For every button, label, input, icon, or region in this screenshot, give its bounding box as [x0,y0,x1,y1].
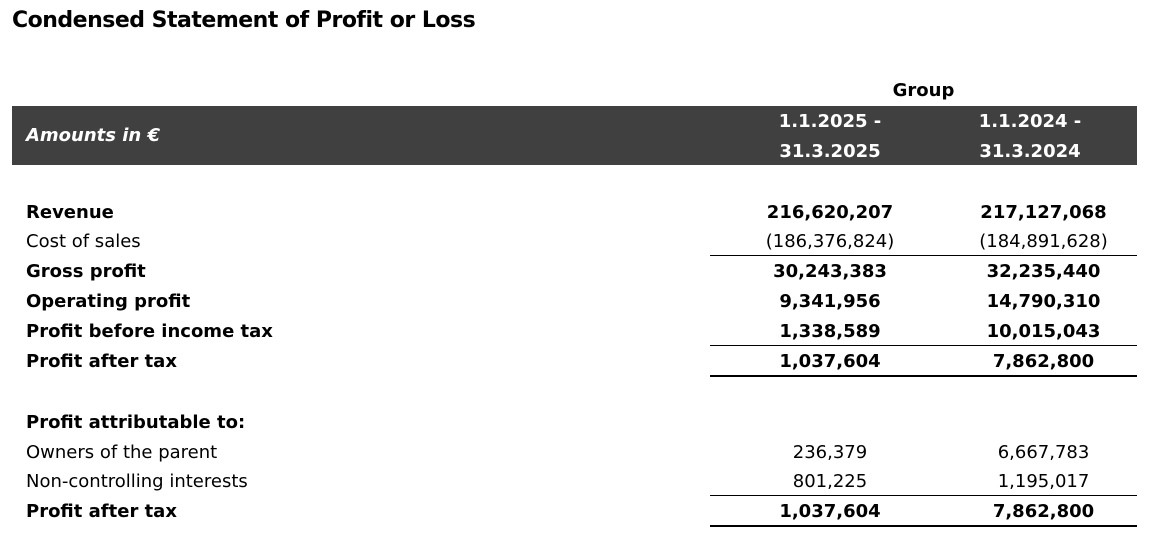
row-cost-of-sales: Cost of sales (186,376,824) (184,891,628… [0,227,1167,257]
value-2025: 236,379 [792,442,868,463]
row-label: Cost of sales [26,231,141,252]
attribution-heading: Profit attributable to: [26,412,246,433]
row-owners-of-parent: Owners of the parent 236,379 6,667,783 [0,438,1167,468]
row-label: Profit after tax [26,501,177,522]
row-label: Revenue [26,202,114,223]
value-2024: (184,891,628) [979,231,1108,252]
period-2025-line2: 31.3.2025 [779,141,881,162]
row-profit-after-tax: Profit after tax 1,037,604 7,862,800 [0,347,1167,377]
value-2025: 9,341,956 [779,291,881,312]
row-label: Profit before income tax [26,321,273,342]
total-rule [710,375,1137,377]
period-2025-header: 1.1.2025 - 31.3.2025 [710,107,950,167]
group-column-label: Group [892,80,955,101]
value-2024: 10,015,043 [986,321,1101,342]
row-label: Profit after tax [26,351,177,372]
amounts-unit-label: Amounts in € [26,125,161,146]
value-2025: 216,620,207 [766,202,894,223]
page-title: Condensed Statement of Profit or Loss [12,8,476,33]
value-2024: 6,667,783 [997,442,1090,463]
period-2024-header: 1.1.2024 - 31.3.2024 [923,107,1137,167]
row-label: Non-controlling interests [26,471,248,492]
value-2024: 217,127,068 [980,202,1107,223]
row-label: Owners of the parent [26,442,218,463]
row-non-controlling-interests: Non-controlling interests 801,225 1,195,… [0,467,1167,497]
value-2024: 1,195,017 [997,471,1090,492]
table-header-band [12,106,1137,165]
value-2025: 1,037,604 [779,351,881,372]
value-2025: (186,376,824) [765,231,895,252]
period-2025-line1: 1.1.2025 - [778,111,882,132]
subtotal-rule [710,345,1137,346]
value-2024: 32,235,440 [986,261,1101,282]
value-2025: 801,225 [792,471,868,492]
value-2024: 14,790,310 [986,291,1101,312]
row-profit-before-tax: Profit before income tax 1,338,589 10,01… [0,317,1167,347]
total-rule [710,525,1137,527]
value-2025: 1,338,589 [779,321,881,342]
attribution-heading-row: Profit attributable to: [0,408,1167,438]
row-attributable-profit-after-tax: Profit after tax 1,037,604 7,862,800 [0,497,1167,527]
row-revenue: Revenue 216,620,207 217,127,068 [0,198,1167,228]
value-2025: 1,037,604 [779,501,881,522]
subtotal-rule [710,255,1137,256]
value-2025: 30,243,383 [773,261,887,282]
period-2024-line1: 1.1.2024 - [978,111,1082,132]
value-2024: 7,862,800 [992,501,1095,522]
subtotal-rule [710,495,1137,496]
row-operating-profit: Operating profit 9,341,956 14,790,310 [0,287,1167,317]
row-label: Gross profit [26,261,146,282]
period-2024-line2: 31.3.2024 [979,141,1081,162]
row-gross-profit: Gross profit 30,243,383 32,235,440 [0,257,1167,287]
value-2024: 7,862,800 [992,351,1095,372]
row-label: Operating profit [26,291,191,312]
